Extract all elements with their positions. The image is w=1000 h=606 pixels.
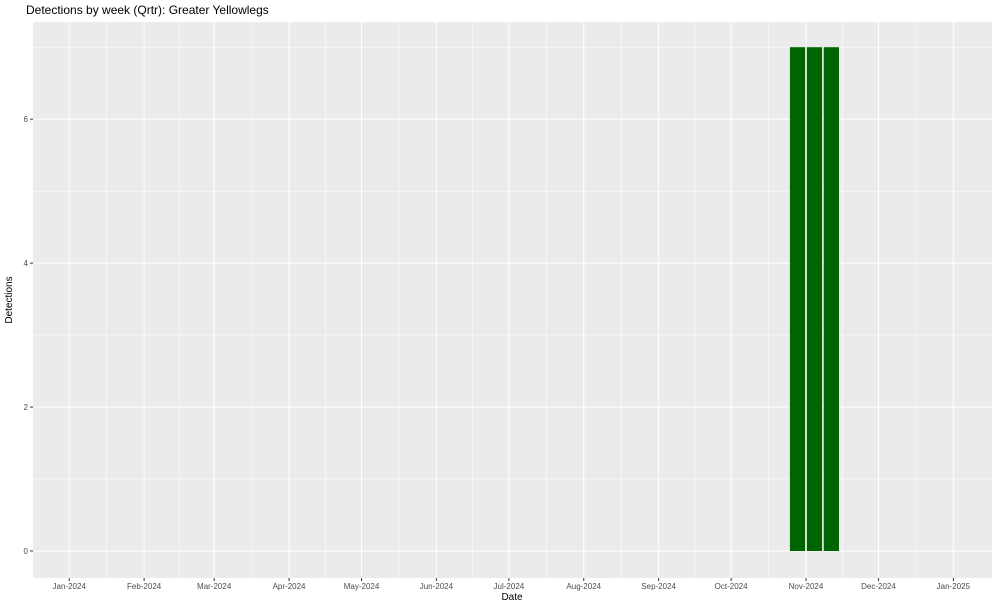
x-tick-label: Mar-2024 xyxy=(197,582,232,591)
x-tick-label: Jun-2024 xyxy=(420,582,454,591)
chart-title: Detections by week (Qrtr): Greater Yello… xyxy=(26,3,269,17)
x-tick-label: May-2024 xyxy=(344,582,380,591)
x-axis-label: Date xyxy=(501,592,523,603)
x-tick-label: Oct-2024 xyxy=(715,582,748,591)
y-tick-label: 6 xyxy=(24,115,29,124)
bars xyxy=(789,47,839,552)
x-tick-label: Dec-2024 xyxy=(861,582,896,591)
y-axis-label: Detections xyxy=(4,276,15,323)
x-tick-label: Jan-2024 xyxy=(53,582,87,591)
x-tick-label: Feb-2024 xyxy=(127,582,162,591)
x-tick-label: Jul-2024 xyxy=(494,582,525,591)
plot-panel xyxy=(33,22,992,578)
y-tick-label: 2 xyxy=(24,403,29,412)
x-tick-label: Apr-2024 xyxy=(273,582,306,591)
axes: Jan-2024 Feb-2024 Mar-2024 Apr-2024 May-2024… xyxy=(24,115,971,591)
x-tick-label: Nov-2024 xyxy=(789,582,824,591)
y-tick-label: 4 xyxy=(24,259,29,268)
y-tick-label: 0 xyxy=(24,547,29,556)
bar xyxy=(823,47,839,552)
x-tick-label: Sep-2024 xyxy=(641,582,676,591)
x-tick-label: Jan-2025 xyxy=(937,582,971,591)
bar xyxy=(789,47,806,552)
bar xyxy=(806,47,823,552)
x-tick-label: Aug-2024 xyxy=(566,582,601,591)
